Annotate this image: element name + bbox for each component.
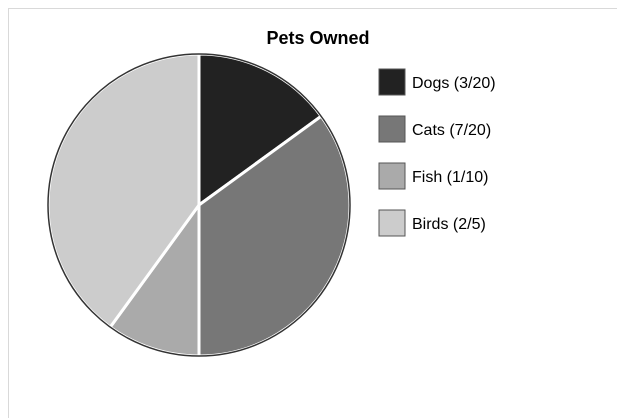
legend-swatch bbox=[378, 209, 406, 237]
legend-item-cats: Cats (7/20) bbox=[378, 115, 491, 143]
pie-outline bbox=[47, 53, 351, 357]
legend-label: Cats (7/20) bbox=[412, 122, 491, 139]
legend-label: Dogs (3/20) bbox=[412, 75, 496, 92]
chart-frame bbox=[8, 8, 617, 418]
legend-swatch bbox=[378, 115, 406, 143]
legend-swatch bbox=[378, 162, 406, 190]
legend-item-birds: Birds (2/5) bbox=[378, 209, 486, 237]
chart-title: Pets Owned bbox=[266, 28, 369, 48]
legend-swatch bbox=[378, 68, 406, 96]
pie-slices bbox=[46, 52, 352, 358]
legend-item-dogs: Dogs (3/20) bbox=[378, 68, 496, 96]
legend: Dogs (3/20) Cats (7/20) Fish (1/10) Birds (… bbox=[378, 68, 496, 237]
pie-chart: Pets Owned Dogs (3/20) Cats (7/20) Fish (1… bbox=[46, 28, 496, 358]
legend-item-fish: Fish (1/10) bbox=[378, 162, 488, 190]
legend-label: Fish (1/10) bbox=[412, 169, 488, 186]
legend-label: Birds (2/5) bbox=[412, 216, 486, 233]
